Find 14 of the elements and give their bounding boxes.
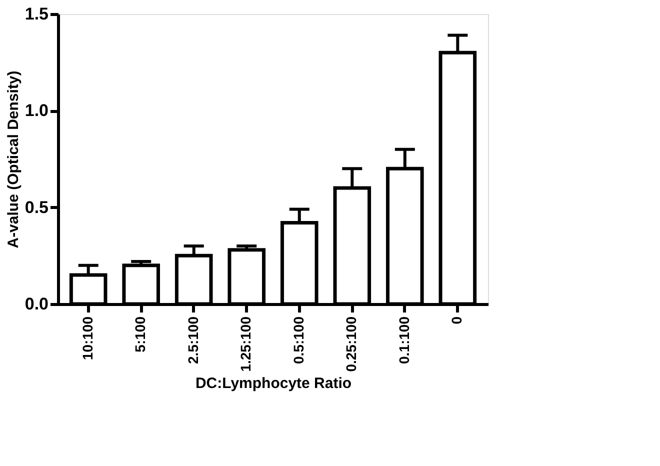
x-axis-title: DC:Lymphocyte Ratio: [195, 374, 352, 392]
y-axis-title: A-value (Optical Density): [4, 70, 22, 248]
x-tick-label: 0.1:100: [396, 316, 412, 364]
x-tick-label: 0.5:100: [290, 316, 306, 364]
y-tick-label: 1.0: [24, 101, 48, 120]
y-tick-label: 0.0: [24, 294, 48, 314]
x-tick-label: 1.25:100: [238, 316, 254, 372]
y-tick-label: 0.5: [24, 198, 48, 217]
x-tick-label: 0.25:100: [343, 316, 360, 372]
x-tick-label: 2.5:100: [184, 316, 201, 364]
x-tick-label: 5:100: [132, 316, 148, 352]
x-tick-label: 10:100: [79, 316, 96, 360]
x-tick-label: 0: [448, 316, 465, 324]
y-tick-label: 1.5: [24, 4, 48, 24]
